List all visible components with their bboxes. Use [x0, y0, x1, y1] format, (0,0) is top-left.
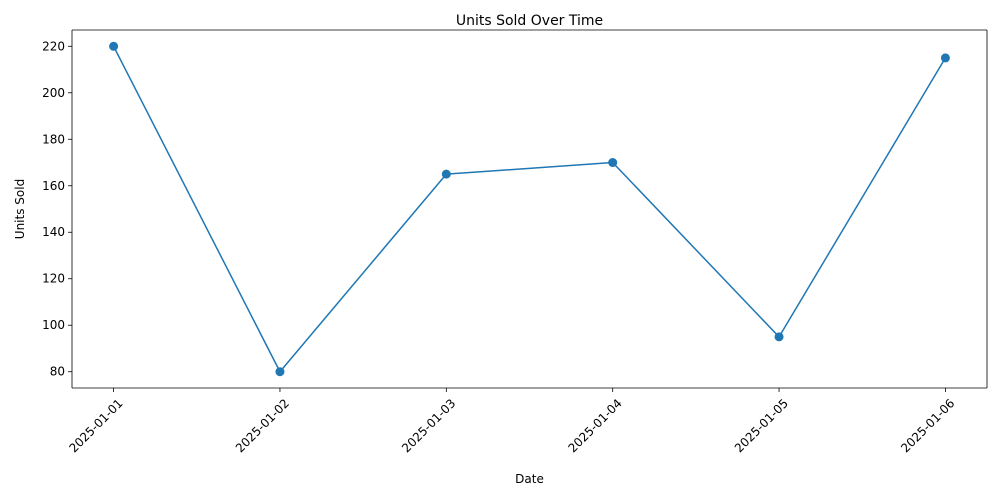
series-line [112, 45, 947, 373]
y-tick-label: 80 [50, 365, 65, 379]
x-tick-label: 2025-01-03 [399, 396, 458, 455]
x-tick-label: 2025-01-04 [566, 396, 625, 455]
data-point [940, 53, 950, 63]
data-point [774, 332, 784, 342]
y-tick-label: 100 [42, 318, 65, 332]
data-point [109, 41, 119, 51]
y-axis-title: Units Sold [13, 179, 27, 239]
data-point [608, 158, 618, 168]
x-axis-title: Date [515, 472, 544, 486]
data-point [441, 169, 451, 179]
x-tick-label: 2025-01-06 [898, 396, 957, 455]
y-tick-label: 160 [42, 179, 65, 193]
y-tick-label: 140 [42, 225, 65, 239]
y-tick-label: 220 [42, 39, 65, 53]
data-point [275, 367, 285, 377]
chart-title: Units Sold Over Time [456, 13, 603, 29]
x-tick-label: 2025-01-01 [66, 396, 125, 455]
x-tick-label: 2025-01-05 [732, 396, 791, 455]
y-tick-label: 120 [42, 272, 65, 286]
plot-area: 80 100 120 140 160 180 200 220 2025-01-01 2025-01… [42, 29, 988, 455]
x-tick-label: 2025-01-02 [233, 396, 292, 455]
y-tick-label: 200 [42, 86, 65, 100]
y-tick-label: 180 [42, 132, 65, 146]
